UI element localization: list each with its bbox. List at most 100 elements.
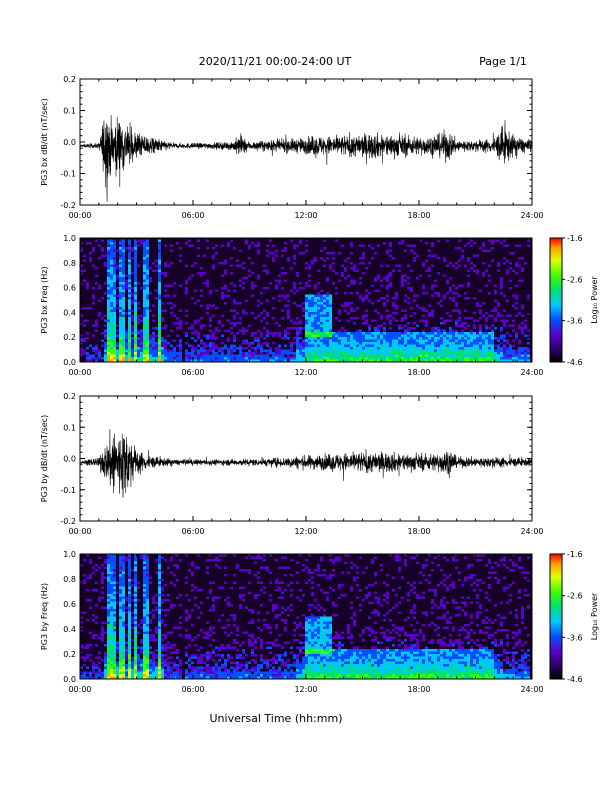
spectrogram-cell (212, 334, 215, 337)
spectrogram-cell (371, 357, 374, 360)
spectrogram-cell (122, 611, 125, 614)
spectrogram-cell (518, 264, 521, 267)
spectrogram-cell (95, 267, 98, 270)
spectrogram-cell (110, 669, 113, 672)
spectrogram-cell (158, 329, 161, 332)
spectrogram-cell (179, 354, 182, 357)
spectrogram-cell (86, 307, 89, 310)
spectrogram-cell (98, 674, 101, 677)
spectrogram-cell (110, 277, 113, 280)
spectrogram-cell (260, 639, 263, 642)
spectrogram-cell (200, 294, 203, 297)
spectrogram-cell (284, 661, 287, 664)
spectrogram-cell (263, 619, 266, 622)
spectrogram-cell (482, 274, 485, 277)
spectrogram-cell (212, 676, 215, 679)
spectrogram-cell (134, 656, 137, 659)
spectrogram-cell (275, 674, 278, 677)
spectrogram-cell (167, 669, 170, 672)
spectrogram-cell (128, 574, 131, 577)
spectrogram-cell (395, 339, 398, 342)
spectrogram-cell (446, 359, 449, 362)
spectrogram-cell (521, 322, 524, 325)
spectrogram-cell (386, 352, 389, 355)
spectrogram-cell (134, 591, 137, 594)
spectrogram-cell (404, 349, 407, 352)
spectrogram-cell (215, 671, 218, 674)
spectrogram-cell (425, 322, 428, 325)
spectrogram-cell (350, 317, 353, 320)
spectrogram-cell (407, 327, 410, 330)
spectrogram-cell (134, 629, 137, 632)
spectrogram-cell (80, 249, 83, 252)
spectrogram-cell (200, 272, 203, 275)
spectrogram-cell (185, 292, 188, 295)
spectrogram-cell (170, 651, 173, 654)
spectrogram-cell (113, 352, 116, 355)
spectrogram-cell (362, 334, 365, 337)
spectrogram-cell (176, 664, 179, 667)
spectrogram-cell (317, 349, 320, 352)
spectrogram-cell (308, 359, 311, 362)
spectrogram-cell (149, 347, 152, 350)
spectrogram-cell (164, 664, 167, 667)
spectrogram-cell (362, 297, 365, 300)
spectrogram-cell (254, 332, 257, 335)
spectrogram-cell (254, 244, 257, 247)
spectrogram-cell (197, 649, 200, 652)
spectrogram-cell (140, 314, 143, 317)
spectrogram-cell (239, 606, 242, 609)
spectrogram-cell (257, 576, 260, 579)
spectrogram-cell (491, 309, 494, 312)
spectrogram-cell (122, 349, 125, 352)
spectrogram-cell (110, 319, 113, 322)
spectrogram-cell (485, 312, 488, 315)
spectrogram-cell (500, 342, 503, 345)
spectrogram-cell (188, 357, 191, 360)
spectrogram-cell (200, 656, 203, 659)
spectrogram-cell (146, 332, 149, 335)
spectrogram-cell (137, 354, 140, 357)
spectrogram-cell (470, 342, 473, 345)
spectrogram-cell (491, 359, 494, 362)
spectrogram-cell (467, 347, 470, 350)
spectrogram-cell (110, 359, 113, 362)
spectrogram-cell (317, 339, 320, 342)
spectrogram-cell (269, 664, 272, 667)
spectrogram-cell (455, 324, 458, 327)
spectrogram-cell (176, 656, 179, 659)
spectrogram-cell (143, 584, 146, 587)
spectrogram-cell (491, 239, 494, 242)
spectrogram-cell (215, 289, 218, 292)
spectrogram-cell (122, 574, 125, 577)
spectrogram-cell (311, 342, 314, 345)
spectrogram-cell (104, 631, 107, 634)
spectrogram-cell (248, 671, 251, 674)
spectrogram-cell (170, 604, 173, 607)
spectrogram-cell (185, 357, 188, 360)
spectrogram-cell (449, 337, 452, 340)
spectrogram-cell (125, 611, 128, 614)
spectrogram-cell (170, 344, 173, 347)
spectrogram-cell (311, 259, 314, 262)
spectrogram-cell (527, 352, 530, 355)
spectrogram-cell (242, 277, 245, 280)
spectrogram-cell (386, 264, 389, 267)
spectrogram-cell (389, 334, 392, 337)
spectrogram-cell (119, 289, 122, 292)
spectrogram-cell (191, 264, 194, 267)
spectrogram-cell (215, 669, 218, 672)
spectrogram-cell (107, 357, 110, 360)
spectrogram-cell (119, 571, 122, 574)
spectrogram-cell (434, 344, 437, 347)
spectrogram-cell (377, 334, 380, 337)
spectrogram-cell (482, 332, 485, 335)
spectrogram-cell (245, 606, 248, 609)
spectrogram-cell (485, 324, 488, 327)
spectrogram-cell (419, 319, 422, 322)
spectrogram-cell (482, 347, 485, 350)
spectrogram-cell (104, 664, 107, 667)
spectrogram-cell (197, 299, 200, 302)
spectrogram-cell (491, 354, 494, 357)
spectrogram-cell (467, 334, 470, 337)
